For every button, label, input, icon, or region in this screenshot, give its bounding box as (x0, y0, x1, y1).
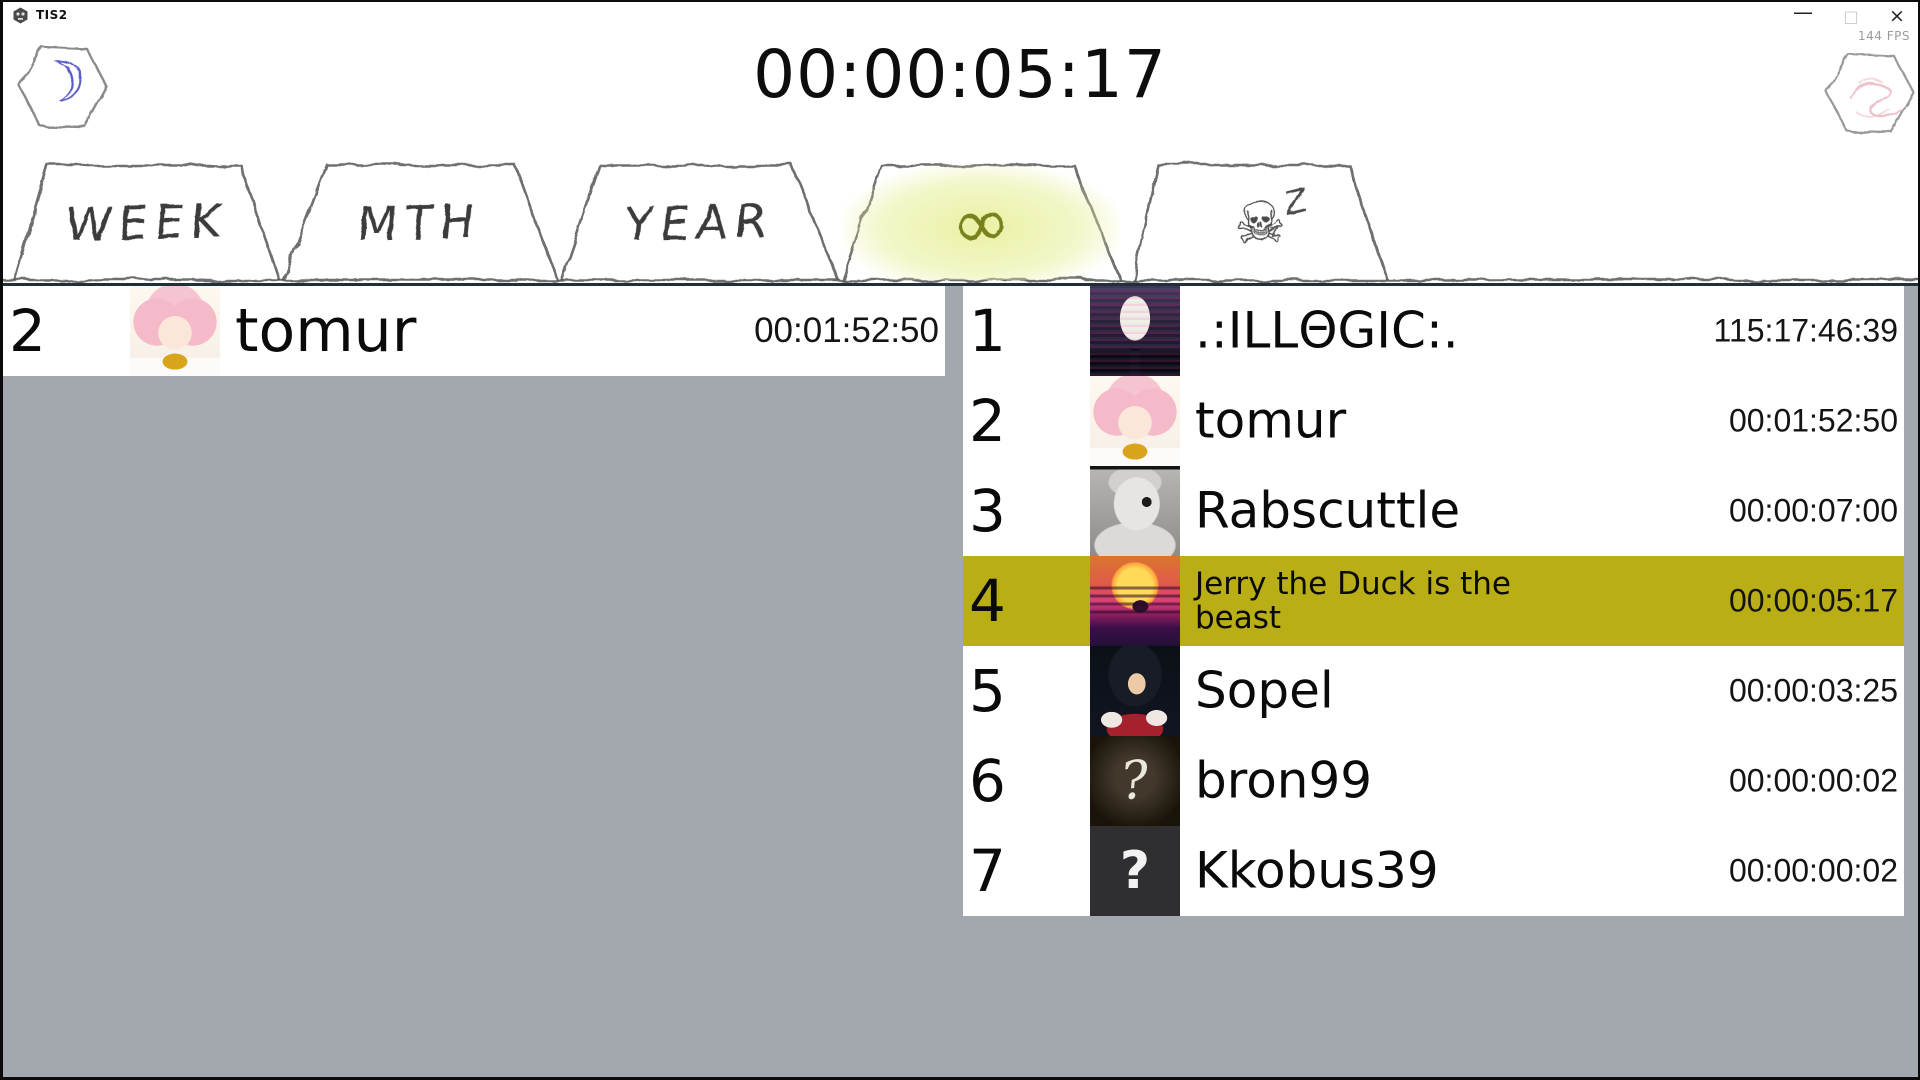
sleeping-skull-icon: ☠ (1232, 187, 1288, 258)
rank-label: 3 (969, 477, 1006, 545)
player-name: Kkobus39 (1195, 841, 1439, 900)
tab-month-label: MTH (355, 193, 485, 252)
tab-month[interactable]: MTH (283, 165, 557, 280)
maximize-button[interactable]: □ (1834, 4, 1868, 28)
avatar (1090, 376, 1180, 466)
app-icon (13, 7, 28, 24)
leaderboard: 1 .:ILLΘGIC:. 115:17:46:39 2 tomur 00:01… (963, 286, 1904, 916)
player-name: tomur (235, 296, 417, 366)
sleep-z-mark: Z (1284, 180, 1309, 225)
player-time: 00:01:52:50 (754, 311, 939, 350)
titlebar: TIS2 — □ × (0, 0, 1920, 30)
player-time: 00:00:03:25 (1728, 672, 1898, 709)
minimize-button[interactable]: — (1786, 0, 1820, 24)
tab-week[interactable]: WEEK (15, 165, 279, 280)
player-time: 00:01:52:50 (1728, 402, 1898, 439)
avatar (1090, 646, 1180, 736)
leaderboard-row[interactable]: 7 ? Kkobus39 00:00:00:02 (963, 826, 1904, 916)
player-name: tomur (1195, 391, 1347, 450)
rank-label: 2 (9, 297, 46, 365)
player-time: 00:00:00:02 (1728, 852, 1898, 889)
player-row[interactable]: 2 tomur 00:01:52:50 (3, 286, 945, 376)
window-title: TIS2 (36, 8, 68, 22)
window-border-top (0, 0, 1920, 2)
header-divider (0, 283, 1920, 286)
player-panel: 2 tomur 00:01:52:50 (3, 286, 945, 376)
avatar (130, 286, 220, 376)
avatar (1090, 286, 1180, 376)
moon-button[interactable]: ☾ (16, 42, 110, 132)
avatar (1090, 466, 1180, 556)
player-name: Sopel (1195, 661, 1334, 720)
fps-counter: 144 FPS (1858, 29, 1910, 43)
avatar: ? (1090, 826, 1180, 916)
player-name: Jerry the Duck is the beast (1195, 565, 1511, 636)
tab-year[interactable]: YEAR (561, 165, 838, 280)
tab-year-label: YEAR (622, 193, 777, 252)
sketch-button[interactable] (1822, 50, 1918, 136)
window-border-bottom (0, 1077, 1920, 1080)
rank-label: 6 (969, 747, 1006, 815)
player-name: bron99 (1195, 751, 1373, 810)
rank-label: 5 (969, 657, 1006, 725)
tab-sleep[interactable]: ☠ Z z (1133, 165, 1387, 280)
moon-icon: ☾ (31, 46, 91, 119)
leaderboard-row[interactable]: 1 .:ILLΘGIC:. 115:17:46:39 (963, 286, 1904, 376)
window-border-left (0, 0, 3, 1080)
window-border-right (1918, 0, 1920, 1080)
content-area: 2 tomur 00:01:52:50 1 .:ILLΘGIC:. 115:17… (0, 286, 1920, 1080)
close-button[interactable]: × (1880, 4, 1914, 28)
player-name: Rabscuttle (1195, 481, 1461, 540)
player-time: 00:00:07:00 (1728, 492, 1898, 529)
player-time: 00:00:00:02 (1728, 762, 1898, 799)
rank-label: 1 (969, 297, 1006, 365)
leaderboard-row[interactable]: 2 tomur 00:01:52:50 (963, 376, 1904, 466)
rank-label: 7 (969, 837, 1006, 905)
avatar: ? (1090, 736, 1180, 826)
player-time: 115:17:46:39 (1713, 312, 1898, 349)
rank-label: 2 (969, 387, 1006, 455)
avatar (1090, 556, 1180, 646)
leaderboard-row[interactable]: 3 Rabscuttle 00:00:07:00 (963, 466, 1904, 556)
leaderboard-row[interactable]: 5 Sopel 00:00:03:25 (963, 646, 1904, 736)
tab-week-label: WEEK (63, 193, 231, 252)
infinity-icon: ∞ (949, 179, 1013, 266)
session-timer: 00:00:05:17 (753, 36, 1167, 113)
pink-scribble-icon (1825, 52, 1916, 134)
tab-alltime[interactable]: ∞ (842, 165, 1120, 280)
player-name: .:ILLΘGIC:. (1195, 301, 1459, 360)
leaderboard-row[interactable]: 6 ? bron99 00:00:00:02 (963, 736, 1904, 826)
avatar-glyph: ? (1119, 841, 1151, 901)
tab-bar: WEEK MTH YEAR ∞ ☠ Z z (0, 150, 1920, 290)
leaderboard-row[interactable]: 4 Jerry the Duck is the beast 00:00:05:1… (963, 556, 1904, 646)
rank-label: 4 (969, 567, 1006, 635)
player-time: 00:00:05:17 (1728, 582, 1898, 619)
avatar-glyph: ? (1117, 749, 1152, 813)
